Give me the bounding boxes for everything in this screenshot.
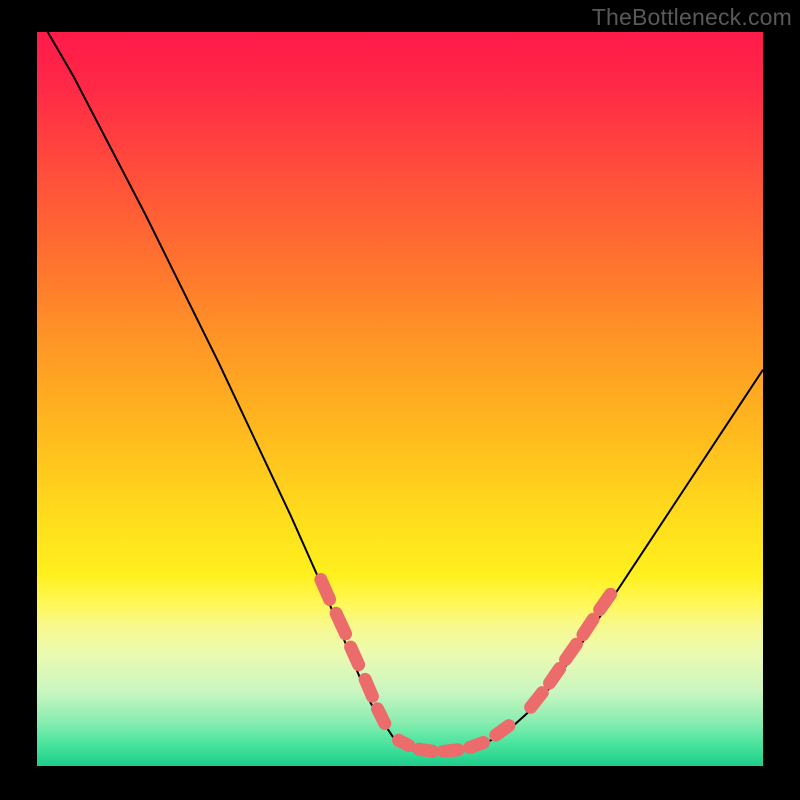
curve-right-branch <box>444 370 763 752</box>
overlay-dash <box>419 749 433 751</box>
overlay-dash <box>470 743 484 748</box>
overlay-dash <box>550 668 560 683</box>
overlay-dash <box>496 726 509 736</box>
overlay-dash <box>444 750 459 751</box>
watermark-text: TheBottleneck.com <box>592 4 792 31</box>
plot-area <box>37 32 763 766</box>
overlay-dash <box>351 647 359 665</box>
overlay-dash <box>566 644 577 659</box>
overlay-dash <box>377 709 384 724</box>
overlay-dash <box>399 740 409 745</box>
curve-left-branch <box>39 32 443 751</box>
chart-frame: TheBottleneck.com <box>0 0 800 800</box>
overlay-dash <box>336 613 345 634</box>
overlay-dash <box>583 619 593 634</box>
overlay-dash <box>600 594 611 609</box>
overlay-dash <box>321 580 330 600</box>
overlay-dash <box>531 693 543 708</box>
bottleneck-curve <box>37 32 763 766</box>
overlay-dash <box>365 679 372 696</box>
